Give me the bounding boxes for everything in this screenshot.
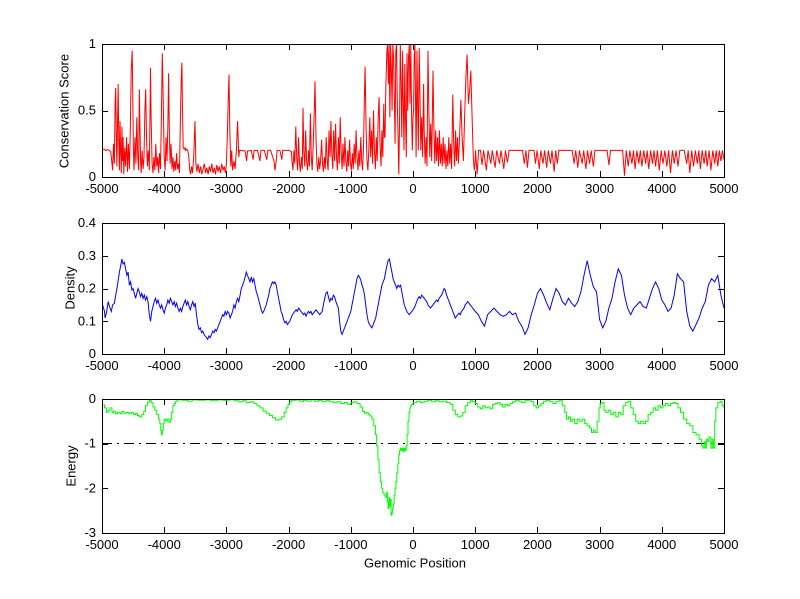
x-tick-label: 2000 — [523, 537, 552, 552]
x-tick-label: -2000 — [272, 358, 305, 373]
x-tick-label: 5000 — [710, 181, 739, 196]
x-tick-label: -4000 — [148, 358, 181, 373]
x-tick-label: 3000 — [585, 537, 614, 552]
y-tick-label: 0.1 — [78, 313, 96, 328]
axes-box — [102, 223, 725, 355]
x-tick-label: -3000 — [210, 358, 243, 373]
axes-box — [102, 44, 725, 178]
x-tick-label: 4000 — [647, 358, 676, 373]
x-tick-label: 5000 — [710, 537, 739, 552]
axes-box — [102, 399, 725, 534]
x-tick-label: 3000 — [585, 181, 614, 196]
x-tick-label: -3000 — [210, 181, 243, 196]
x-tick-label: -5000 — [85, 358, 118, 373]
x-tick-label: 3000 — [585, 358, 614, 373]
y-tick-label: 0.5 — [78, 103, 96, 118]
ylabel-energy: Energy — [63, 445, 79, 487]
y-tick-label: 1 — [89, 36, 96, 51]
y-tick-label: 0 — [89, 169, 96, 184]
x-tick-label: 5000 — [710, 358, 739, 373]
ylabel-conservation-score: Conservation Score — [56, 53, 72, 169]
x-tick-label: 2000 — [523, 358, 552, 373]
x-tick-label: -1000 — [334, 358, 367, 373]
y-tick-label: 0.2 — [78, 281, 96, 296]
x-tick-label: 1000 — [461, 358, 490, 373]
x-tick-label: 4000 — [647, 181, 676, 196]
subplot-density: -5000 -4000 -3000 -2000 -1000 0 1000 2000 3000 40… — [78, 215, 739, 373]
x-tick-label: -3000 — [210, 537, 243, 552]
subplot-energy: -5000 -4000 -3000 -2000 -1000 0 1000 2000 3000 40… — [84, 391, 738, 552]
x-tick-label: -1000 — [334, 181, 367, 196]
y-tick-label: -3 — [84, 525, 96, 540]
subplot-conservation: -5000 -4000 -3000 -2000 -1000 0 1000 2000 3000 40… — [78, 36, 739, 196]
y-tick-label: -2 — [84, 480, 96, 495]
xlabel-genomic-position: Genomic Position — [364, 555, 466, 571]
x-tick-label: 1000 — [461, 537, 490, 552]
x-tick-label: -2000 — [272, 537, 305, 552]
y-tick-label: -1 — [84, 436, 96, 451]
x-tick-label: -4000 — [148, 181, 181, 196]
x-tick-label: -5000 — [85, 537, 118, 552]
y-tick-label: 0.3 — [78, 248, 96, 263]
x-tick-label: -5000 — [85, 181, 118, 196]
x-tick-label: -2000 — [272, 181, 305, 196]
x-tick-label: -4000 — [148, 537, 181, 552]
x-tick-label: 0 — [409, 537, 416, 552]
y-tick-label: 0 — [89, 346, 96, 361]
x-tick-label: -1000 — [334, 537, 367, 552]
y-tick-label: 0 — [89, 391, 96, 406]
x-tick-label: 2000 — [523, 181, 552, 196]
series-energy — [102, 399, 724, 516]
series-conservation-score — [102, 44, 724, 176]
x-tick-label: 0 — [409, 358, 416, 373]
y-tick-label: 0.4 — [78, 215, 96, 230]
ylabel-density: Density — [62, 266, 78, 310]
series-density — [102, 257, 724, 341]
x-tick-label: 0 — [409, 181, 416, 196]
x-tick-label: 1000 — [461, 181, 490, 196]
x-tick-label: 4000 — [647, 537, 676, 552]
